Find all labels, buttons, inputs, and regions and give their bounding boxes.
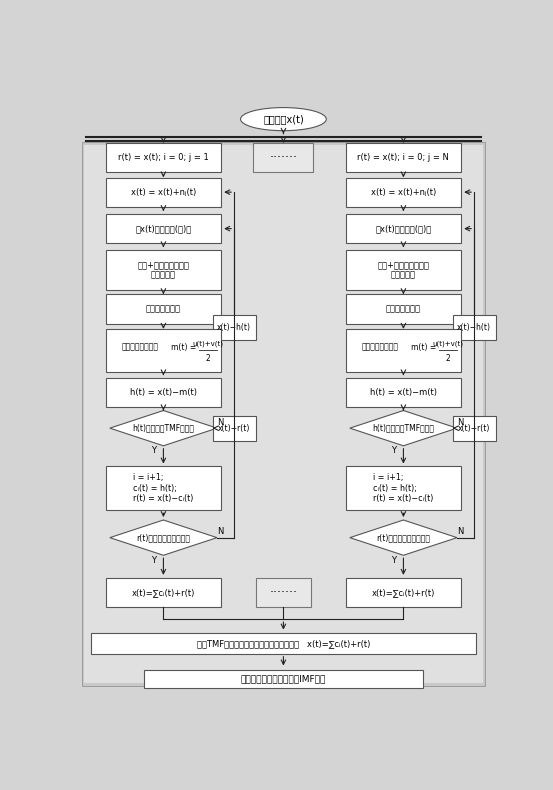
Text: x(t) = x(t)+nⱼ(t): x(t) = x(t)+nⱼ(t) xyxy=(371,188,436,197)
Text: N: N xyxy=(457,418,463,427)
Text: x(t)−r(t): x(t)−r(t) xyxy=(458,423,491,433)
Text: x(t)=∑cᵢ(t)+r(t): x(t)=∑cᵢ(t)+r(t) xyxy=(372,588,435,597)
Text: 计算包络线平均値: 计算包络线平均値 xyxy=(361,343,398,352)
FancyBboxPatch shape xyxy=(453,314,495,340)
Polygon shape xyxy=(350,411,457,446)
Text: N: N xyxy=(217,418,223,427)
FancyBboxPatch shape xyxy=(213,314,255,340)
Text: r(t) = x(t); i = 0; j = N: r(t) = x(t); i = 0; j = N xyxy=(357,153,450,162)
Text: r(t)是否满足停止条件？: r(t)是否满足停止条件？ xyxy=(137,533,190,542)
Text: x(t)−h(t): x(t)−h(t) xyxy=(457,322,491,332)
Text: Y: Y xyxy=(392,555,397,565)
Text: h(t)是否满足TMF条件？: h(t)是否满足TMF条件？ xyxy=(372,423,435,433)
Text: m(t) =: m(t) = xyxy=(411,343,437,352)
Text: 求x(t)所有极大(小)値: 求x(t)所有极大(小)値 xyxy=(375,224,431,233)
Text: u(t)+v(t): u(t)+v(t) xyxy=(432,340,463,347)
FancyBboxPatch shape xyxy=(106,329,221,371)
FancyBboxPatch shape xyxy=(106,178,221,207)
Polygon shape xyxy=(110,520,217,555)
FancyBboxPatch shape xyxy=(346,250,461,290)
FancyBboxPatch shape xyxy=(213,416,255,441)
FancyBboxPatch shape xyxy=(346,329,461,371)
FancyBboxPatch shape xyxy=(106,214,221,243)
FancyBboxPatch shape xyxy=(106,577,221,607)
FancyBboxPatch shape xyxy=(106,295,221,324)
FancyBboxPatch shape xyxy=(346,178,461,207)
FancyBboxPatch shape xyxy=(453,416,495,441)
FancyBboxPatch shape xyxy=(346,143,461,172)
FancyBboxPatch shape xyxy=(346,378,461,408)
FancyBboxPatch shape xyxy=(106,143,221,172)
FancyBboxPatch shape xyxy=(91,633,476,654)
Text: x(t) = x(t)+nⱼ(t): x(t) = x(t)+nⱼ(t) xyxy=(131,188,196,197)
Text: 对各TMF进行集成平均，得到最终分解结果   x(t)=∑cᵢ(t)+r(t): 对各TMF进行集成平均，得到最终分解结果 x(t)=∑cᵢ(t)+r(t) xyxy=(197,639,370,648)
Text: 求x(t)所有极大(小)値: 求x(t)所有极大(小)値 xyxy=(135,224,191,233)
Text: 采用相关系数法删除虚假IMF分量: 采用相关系数法删除虚假IMF分量 xyxy=(241,675,326,683)
Text: 计算包络线平均値: 计算包络线平均値 xyxy=(121,343,158,352)
Text: h(t)是否满足TMF条件？: h(t)是否满足TMF条件？ xyxy=(132,423,195,433)
FancyBboxPatch shape xyxy=(253,143,314,172)
Polygon shape xyxy=(110,411,217,446)
Text: ·······: ······· xyxy=(269,586,298,599)
Text: Y: Y xyxy=(392,446,397,455)
Text: x(t)=∑cᵢ(t)+r(t): x(t)=∑cᵢ(t)+r(t) xyxy=(132,588,195,597)
Text: 镜像+灰色预测模型进
行端点延拓: 镜像+灰色预测模型进 行端点延拓 xyxy=(378,260,429,280)
FancyBboxPatch shape xyxy=(106,250,221,290)
Text: 构造上下包络线: 构造上下包络线 xyxy=(146,304,181,314)
Text: r(t)是否满足停止条件？: r(t)是否满足停止条件？ xyxy=(377,533,430,542)
FancyBboxPatch shape xyxy=(84,145,483,683)
Text: h(t) = x(t)−m(t): h(t) = x(t)−m(t) xyxy=(130,389,197,397)
Text: N: N xyxy=(457,527,463,536)
Text: i = i+1;
cᵢ(t) = h(t);
r(t) = x(t)−cᵢ(t): i = i+1; cᵢ(t) = h(t); r(t) = x(t)−cᵢ(t) xyxy=(133,473,194,503)
FancyBboxPatch shape xyxy=(346,577,461,607)
Text: r(t) = x(t); i = 0; j = 1: r(t) = x(t); i = 0; j = 1 xyxy=(118,153,209,162)
Text: x(t)−h(t): x(t)−h(t) xyxy=(217,322,251,332)
FancyBboxPatch shape xyxy=(144,670,422,688)
FancyBboxPatch shape xyxy=(346,214,461,243)
Text: Y: Y xyxy=(152,555,156,565)
FancyBboxPatch shape xyxy=(82,141,485,686)
Text: m(t) =: m(t) = xyxy=(171,343,197,352)
FancyBboxPatch shape xyxy=(346,295,461,324)
FancyBboxPatch shape xyxy=(106,378,221,408)
Text: 原始信号x(t): 原始信号x(t) xyxy=(263,114,304,124)
Text: i = i+1;
cᵢ(t) = h(t);
r(t) = x(t)−cᵢ(t): i = i+1; cᵢ(t) = h(t); r(t) = x(t)−cᵢ(t) xyxy=(373,473,434,503)
FancyBboxPatch shape xyxy=(255,577,311,607)
Text: ·······: ······· xyxy=(269,151,298,164)
Polygon shape xyxy=(350,520,457,555)
Text: N: N xyxy=(217,527,223,536)
Text: x(t)−r(t): x(t)−r(t) xyxy=(218,423,251,433)
Text: 镜像+灰色预测模型进
行端点延拓: 镜像+灰色预测模型进 行端点延拓 xyxy=(138,260,189,280)
Text: u(t)+v(t): u(t)+v(t) xyxy=(192,340,223,347)
Text: 构造上下包络线: 构造上下包络线 xyxy=(386,304,421,314)
FancyBboxPatch shape xyxy=(106,466,221,510)
Text: Y: Y xyxy=(152,446,156,455)
Text: 2: 2 xyxy=(206,354,210,363)
Text: h(t) = x(t)−m(t): h(t) = x(t)−m(t) xyxy=(370,389,437,397)
FancyBboxPatch shape xyxy=(346,466,461,510)
Text: 2: 2 xyxy=(446,354,450,363)
Ellipse shape xyxy=(241,107,326,130)
